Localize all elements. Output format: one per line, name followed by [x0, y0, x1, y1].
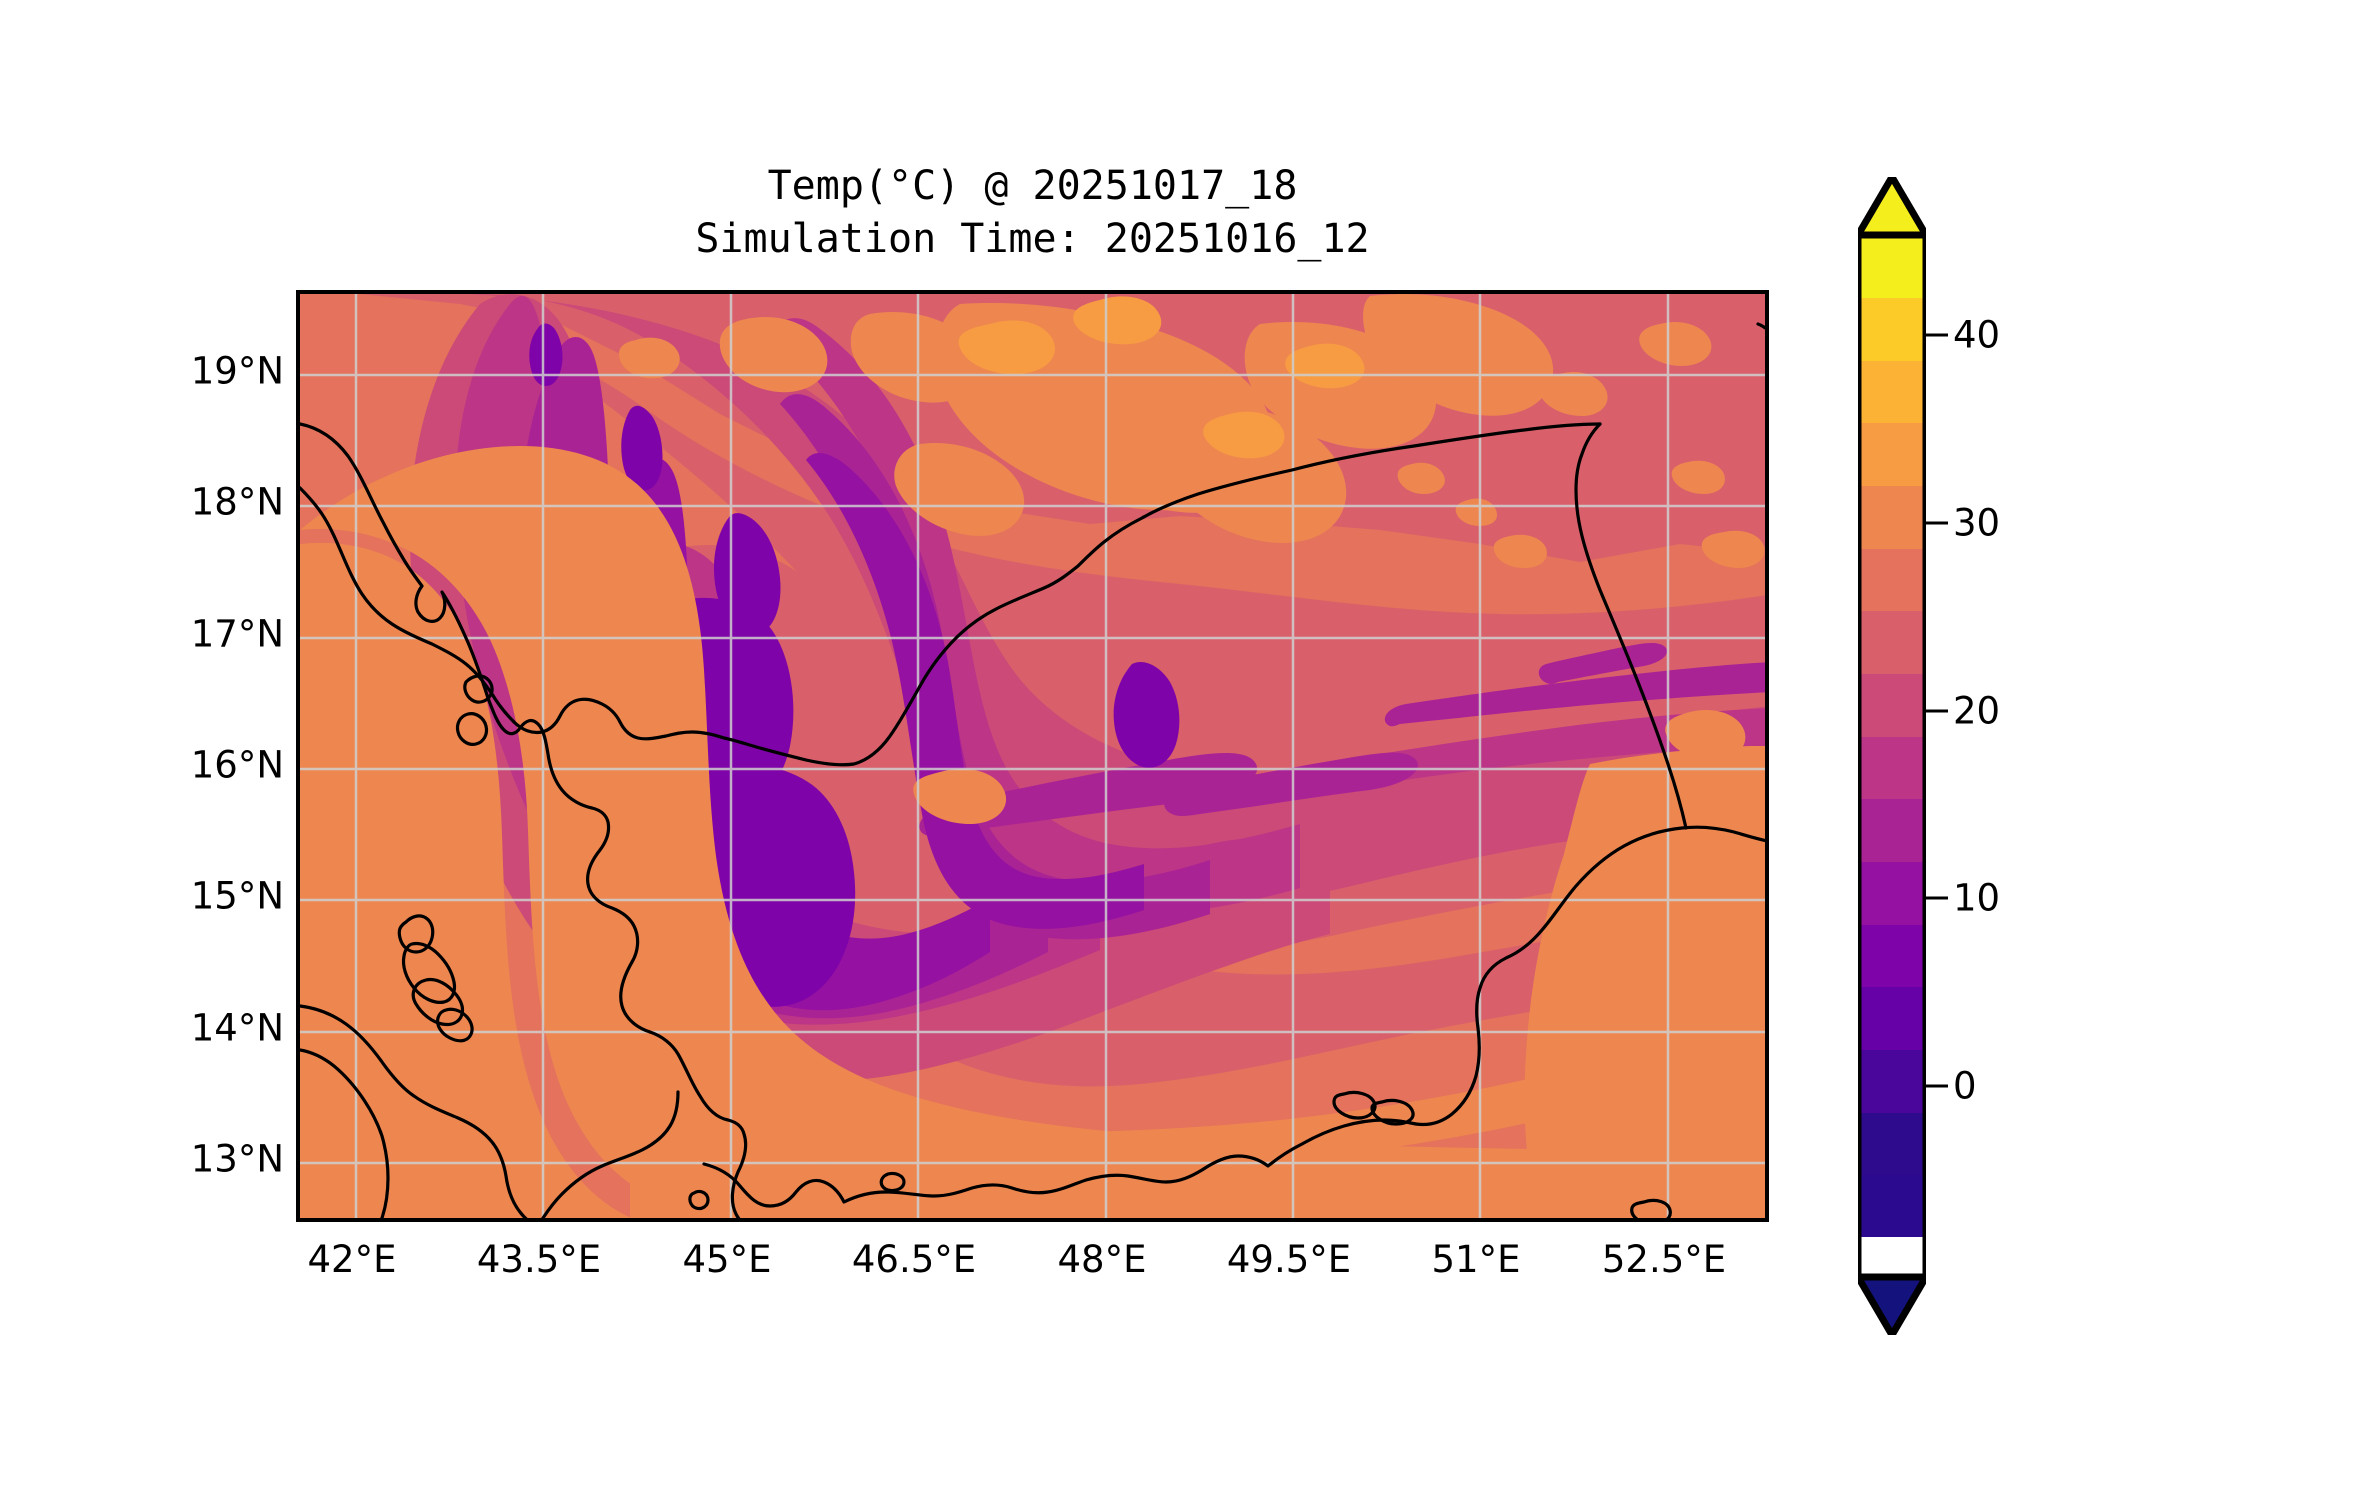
- coastline-and-border-lines: [300, 322, 1765, 1218]
- cbar-ticklabel-0: 0: [1953, 1064, 1977, 1108]
- xtick-46-5e: 46.5°E: [851, 1238, 977, 1281]
- filled-contours: [300, 294, 1765, 1218]
- graticule-gridlines: [300, 294, 1765, 1218]
- cbar-tickmark-10: [1926, 896, 1948, 900]
- map-plot-area: [300, 294, 1765, 1218]
- title-line-2: Simulation Time: 20251016_12: [695, 215, 1370, 262]
- ytick-15n: 15°N: [190, 874, 284, 918]
- cbar-ticklabel-10: 10: [1953, 876, 2001, 920]
- xtick-52-5e: 52.5°E: [1601, 1238, 1727, 1281]
- xtick-45e: 45°E: [682, 1238, 772, 1281]
- chart-title: Temp(°C) @ 20251017_18 Simulation Time: …: [296, 160, 1769, 266]
- xtick-51e: 51°E: [1431, 1238, 1521, 1281]
- cbar-tickmark-30: [1926, 521, 1948, 525]
- cbar-ticklabel-20: 20: [1953, 689, 2001, 733]
- cbar-ticklabel-40: 40: [1953, 313, 2001, 357]
- cbar-tickmark-40: [1926, 333, 1948, 337]
- map-axes: [296, 290, 1769, 1222]
- ytick-14n: 14°N: [190, 1006, 284, 1050]
- xtick-42e: 42°E: [307, 1238, 397, 1281]
- xtick-48e: 48°E: [1057, 1238, 1147, 1281]
- ytick-19n: 19°N: [190, 349, 284, 393]
- colorbar: 40 30 20 10 0: [1858, 177, 2000, 1335]
- cbar-tickmark-20: [1926, 709, 1948, 713]
- colorbar-gradient: [1858, 177, 1926, 1335]
- ytick-17n: 17°N: [190, 612, 284, 656]
- cbar-ticklabel-30: 30: [1953, 501, 2001, 545]
- ytick-13n: 13°N: [190, 1137, 284, 1181]
- xtick-49-5e: 49.5°E: [1226, 1238, 1352, 1281]
- temperature-contour-map: [300, 294, 1765, 1218]
- ytick-18n: 18°N: [190, 480, 284, 524]
- ytick-16n: 16°N: [190, 743, 284, 787]
- xtick-43-5e: 43.5°E: [476, 1238, 602, 1281]
- title-line-1: Temp(°C) @ 20251017_18: [767, 163, 1298, 209]
- cbar-tickmark-0: [1926, 1084, 1948, 1088]
